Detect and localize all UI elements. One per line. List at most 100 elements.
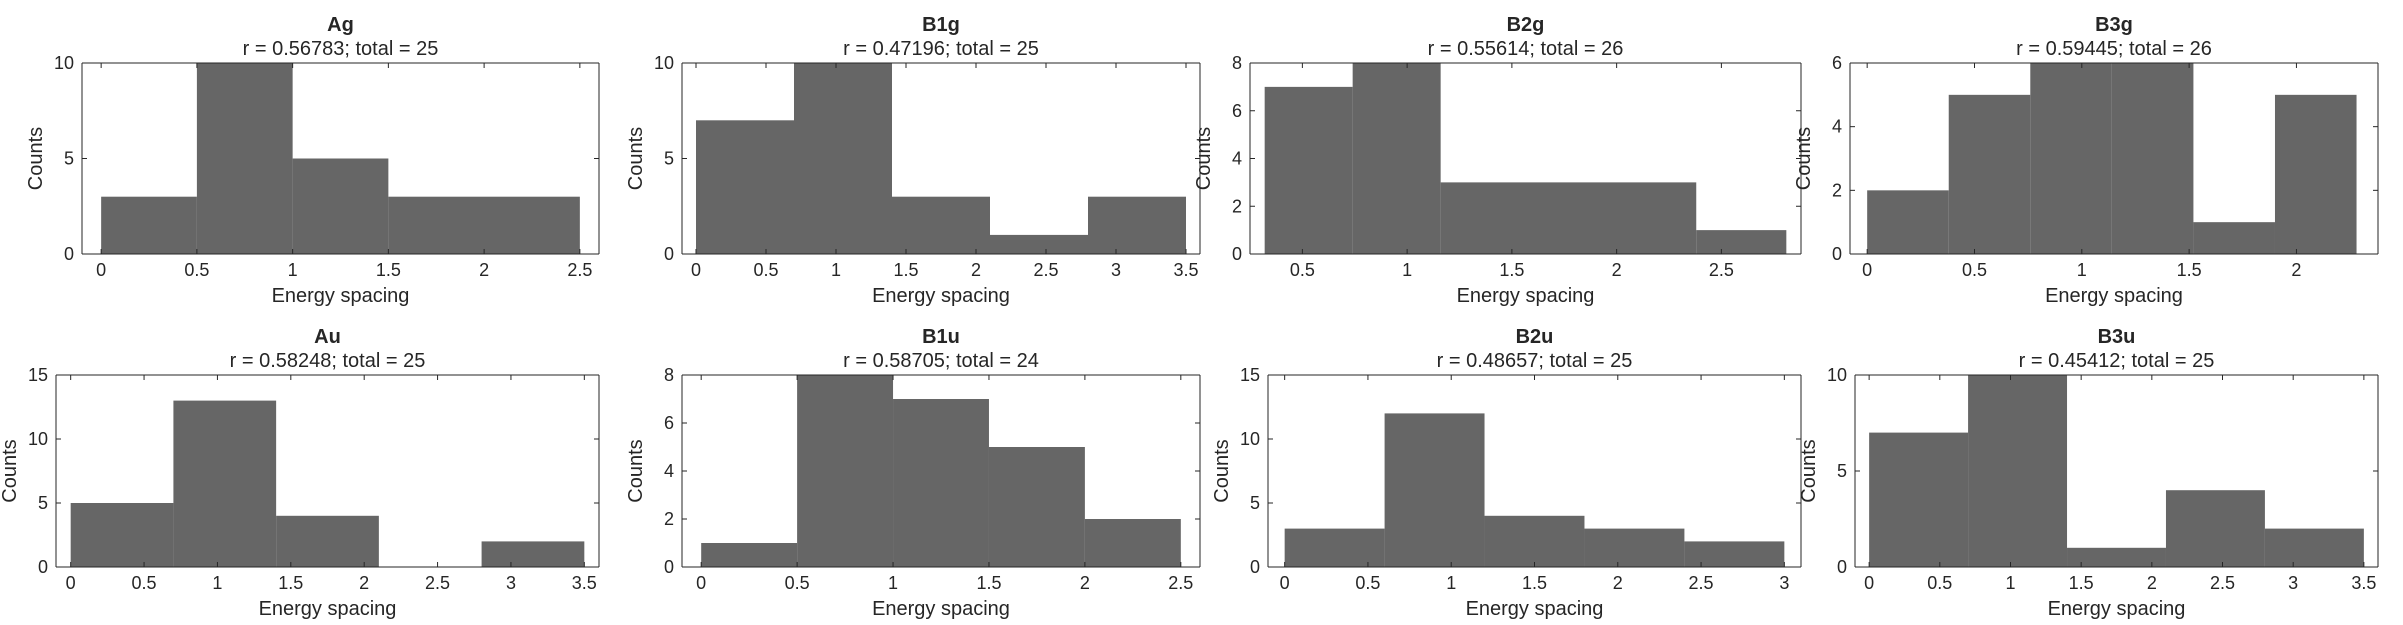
chart-subtitle: r = 0.59445; total = 26	[2016, 38, 2212, 60]
x-tick-label: 1	[1446, 573, 1456, 593]
y-tick-label: 5	[1837, 461, 1847, 481]
histogram-bar	[797, 375, 894, 567]
x-tick-label: 2.5	[425, 573, 450, 593]
x-tick-label: 2	[1612, 260, 1622, 280]
histogram-bar	[988, 447, 1085, 567]
y-tick-label: 5	[1250, 493, 1260, 513]
x-tick-label: 3	[1779, 573, 1789, 593]
x-tick-label: 2	[479, 260, 489, 280]
x-tick-label: 1.5	[893, 260, 918, 280]
histogram-bar	[292, 158, 389, 254]
histogram-bar	[1084, 519, 1181, 567]
y-tick-label: 0	[38, 557, 48, 577]
y-axis-label: Counts	[1193, 127, 1215, 190]
y-tick-label: 4	[1832, 117, 1842, 137]
y-tick-label: 8	[1232, 53, 1242, 73]
histogram-bar	[1264, 86, 1353, 254]
y-tick-label: 2	[1232, 196, 1242, 216]
x-tick-label: 1.5	[278, 573, 303, 593]
histogram-bar	[196, 63, 293, 254]
y-tick-label: 0	[1832, 244, 1842, 264]
histogram-bar	[2264, 528, 2364, 567]
histogram-bar	[1869, 432, 1969, 567]
chart-title: Au	[314, 326, 341, 348]
histogram-bar	[2193, 222, 2275, 254]
chart-subtitle: r = 0.56783; total = 25	[243, 38, 439, 60]
x-axis-label: Energy spacing	[2045, 285, 2183, 307]
x-tick-label: 1.5	[376, 260, 401, 280]
x-tick-label: 1.5	[1522, 573, 1547, 593]
x-tick-label: 2	[2147, 573, 2157, 593]
histogram-bar	[2030, 63, 2112, 254]
histogram-bar	[276, 515, 379, 567]
chart-title: B1g	[922, 14, 960, 36]
histogram-bar	[2165, 490, 2265, 567]
y-axis-label: Counts	[1793, 127, 1815, 190]
x-tick-label: 2	[359, 573, 369, 593]
x-tick-label: 0	[691, 260, 701, 280]
histogram-bar	[1584, 528, 1685, 567]
x-axis-label: Energy spacing	[872, 598, 1010, 620]
x-tick-label: 1	[888, 573, 898, 593]
histogram-bar	[1948, 94, 2031, 254]
x-tick-label: 3	[1111, 260, 1121, 280]
histogram-bar	[794, 63, 892, 254]
histogram-bar	[701, 543, 798, 567]
histogram-bar	[1684, 541, 1785, 567]
x-axis-label: Energy spacing	[1457, 285, 1595, 307]
y-tick-label: 0	[664, 557, 674, 577]
histogram-bar	[2111, 63, 2194, 254]
y-tick-label: 2	[664, 509, 674, 529]
chart-subtitle: r = 0.58248; total = 25	[230, 350, 426, 372]
x-tick-label: 1	[1402, 260, 1412, 280]
histogram-bar	[2274, 94, 2357, 254]
x-tick-label: 2	[1613, 573, 1623, 593]
histogram-bar	[1440, 182, 1697, 254]
x-tick-label: 1	[2005, 573, 2015, 593]
y-axis-label: Counts	[1211, 439, 1233, 502]
y-tick-label: 0	[664, 244, 674, 264]
x-tick-label: 0	[66, 573, 76, 593]
x-tick-label: 2.5	[2210, 573, 2235, 593]
x-axis-label: Energy spacing	[1466, 598, 1604, 620]
x-tick-label: 2.5	[1709, 260, 1734, 280]
x-tick-label: 0	[96, 260, 106, 280]
y-axis-label: Counts	[1798, 439, 1820, 502]
x-tick-label: 0.5	[753, 260, 778, 280]
histogram-bar	[1484, 515, 1585, 567]
chart-subtitle: r = 0.47196; total = 25	[843, 38, 1039, 60]
histogram-bar	[388, 196, 580, 254]
x-tick-label: 0.5	[132, 573, 157, 593]
histogram-bar	[481, 541, 585, 567]
y-tick-label: 10	[1240, 429, 1260, 449]
histogram-bar	[70, 503, 174, 567]
y-tick-label: 6	[664, 413, 674, 433]
x-axis-label: Energy spacing	[272, 285, 410, 307]
chart-subtitle: r = 0.55614; total = 26	[1428, 38, 1624, 60]
chart-subtitle: r = 0.45412; total = 25	[2019, 350, 2215, 372]
histogram-bar	[893, 399, 989, 567]
y-tick-label: 5	[64, 149, 74, 169]
x-tick-label: 1.5	[2069, 573, 2094, 593]
x-tick-label: 1	[831, 260, 841, 280]
x-tick-label: 2.5	[567, 260, 592, 280]
x-tick-label: 1.5	[976, 573, 1001, 593]
chart-subtitle: r = 0.58705; total = 24	[843, 350, 1039, 372]
histogram-bar	[173, 400, 277, 567]
x-tick-label: 0	[1280, 573, 1290, 593]
x-tick-label: 0.5	[1927, 573, 1952, 593]
y-tick-label: 4	[664, 461, 674, 481]
x-tick-label: 1.5	[2177, 260, 2202, 280]
histogram-bar	[2067, 547, 2166, 567]
y-tick-label: 5	[38, 493, 48, 513]
x-tick-label: 3	[506, 573, 516, 593]
chart-title: B1u	[922, 326, 960, 348]
x-axis-label: Energy spacing	[872, 285, 1010, 307]
subplot-au: 0 0.5 1 1.5 2 2.5 3 3.5 0 5 10 15 Aur = 0.58248; tot…	[0, 326, 600, 620]
histogram-bar	[1088, 196, 1186, 254]
